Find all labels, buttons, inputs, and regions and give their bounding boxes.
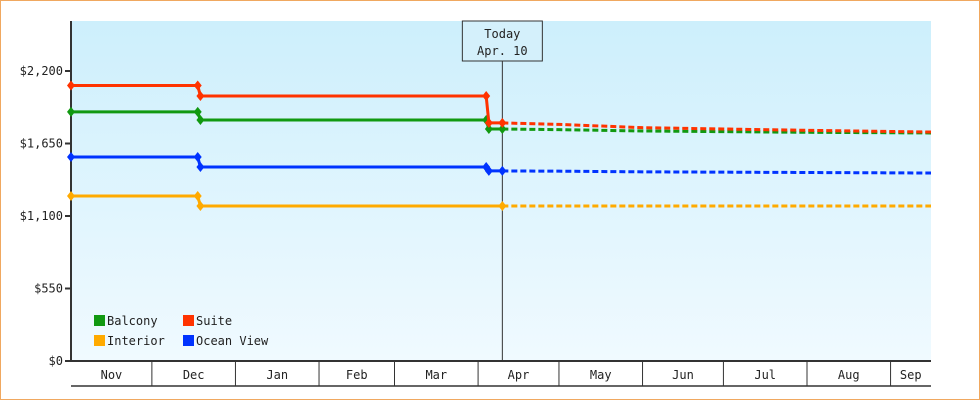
x-tick-label: Sep xyxy=(900,368,922,382)
data-point-suite xyxy=(484,117,493,128)
data-point-suite xyxy=(498,117,507,128)
today-box xyxy=(461,20,543,62)
today-date: Apr. 10 xyxy=(477,44,528,58)
legend-label: Ocean View xyxy=(196,334,269,348)
x-tick-label: Jul xyxy=(754,368,776,382)
x-tick-label: Apr xyxy=(508,368,530,382)
legend-swatch xyxy=(94,335,105,346)
legend-swatch xyxy=(183,315,194,326)
today-title: Today xyxy=(484,27,520,41)
data-point-balcony xyxy=(196,115,205,126)
legend-swatch xyxy=(183,335,194,346)
data-point-suite xyxy=(196,91,205,102)
x-tick-label: Nov xyxy=(101,368,123,382)
x-tick-label: Dec xyxy=(183,368,205,382)
legend-label: Suite xyxy=(196,314,232,328)
y-tick-label: $1,650 xyxy=(20,137,63,151)
legend-label: Balcony xyxy=(107,314,158,328)
y-tick-label: $2,200 xyxy=(20,64,63,78)
data-point-interior xyxy=(498,200,507,211)
history-line-interior xyxy=(71,194,503,208)
data-point-interior xyxy=(193,190,202,201)
data-point-suite xyxy=(482,91,491,102)
data-point-suite xyxy=(67,80,75,91)
y-tick-label: $550 xyxy=(34,282,63,296)
x-tick-label: Jun xyxy=(672,368,694,382)
data-point-balcony xyxy=(498,124,507,134)
data-point-ocean-view xyxy=(193,151,202,162)
x-tick-label: Feb xyxy=(346,368,368,382)
data-point-ocean-view xyxy=(67,151,75,162)
data-point-ocean-view xyxy=(196,161,205,172)
projection-line-suite xyxy=(502,121,932,134)
plot-area xyxy=(71,21,931,361)
projection-line-ocean-view xyxy=(502,169,932,175)
data-point-balcony xyxy=(193,106,202,117)
data-point-interior xyxy=(67,190,75,201)
legend-label: Interior xyxy=(107,334,165,348)
x-tick-label: Aug xyxy=(838,368,860,382)
y-tick-label: $0 xyxy=(49,354,63,368)
data-point-ocean-view xyxy=(498,165,507,176)
data-point-interior xyxy=(196,200,205,211)
data-point-ocean-view xyxy=(484,165,493,176)
y-tick-label: $1,100 xyxy=(20,209,63,223)
projection-line-balcony xyxy=(502,127,932,135)
data-point-balcony xyxy=(484,124,493,134)
x-tick-label: Mar xyxy=(425,368,447,382)
data-point-balcony xyxy=(67,106,75,117)
x-tick-label: Jan xyxy=(266,368,288,382)
x-tick-label: May xyxy=(590,368,612,382)
data-point-suite xyxy=(193,80,202,91)
legend-swatch xyxy=(94,315,105,326)
